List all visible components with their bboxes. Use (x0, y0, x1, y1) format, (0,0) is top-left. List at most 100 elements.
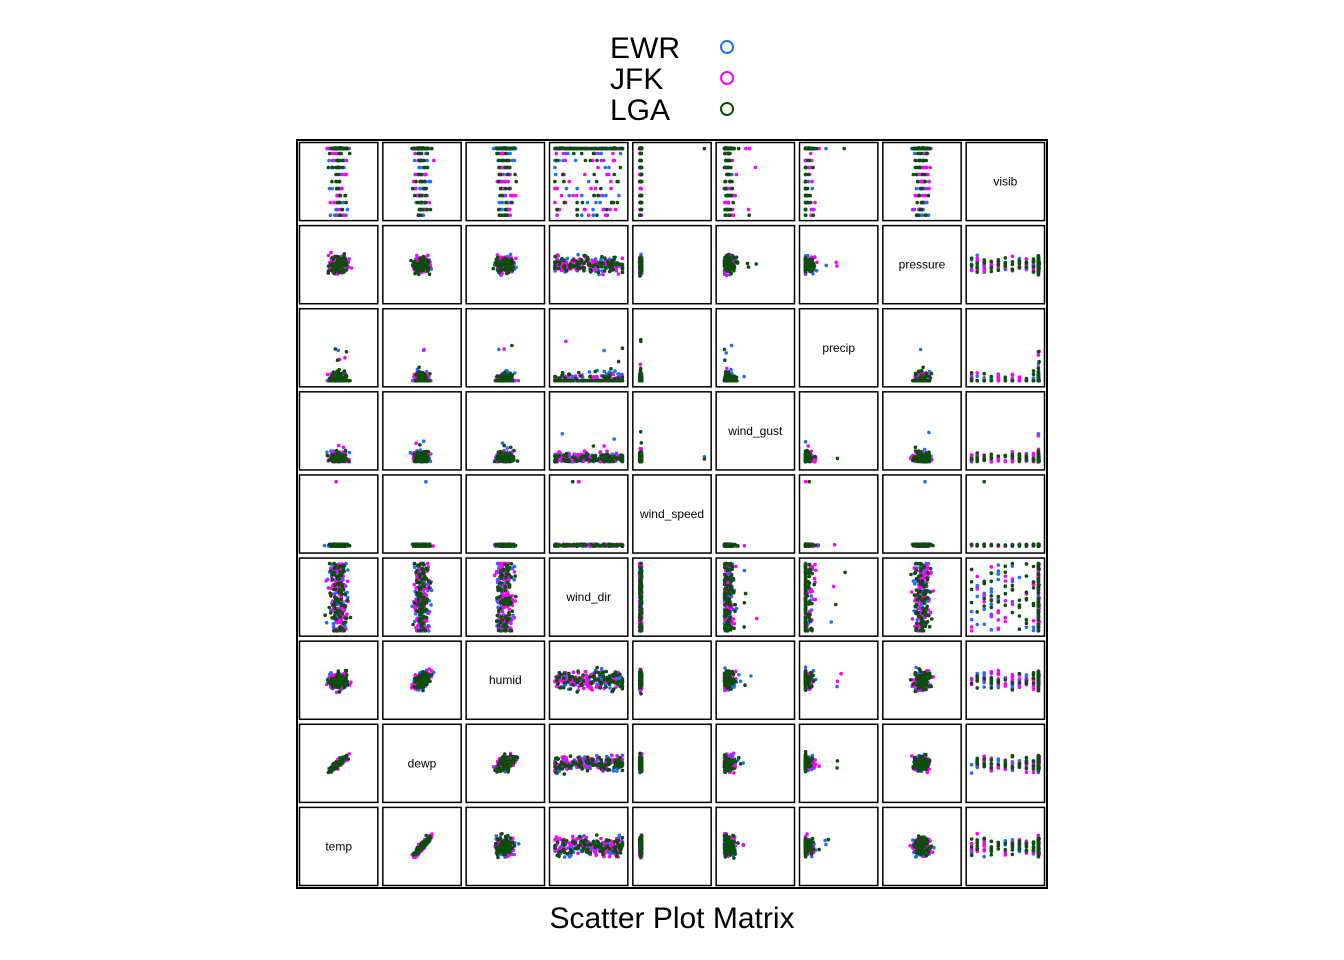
point-lga (579, 259, 583, 264)
point-lga (814, 146, 819, 151)
point-jfk (810, 179, 814, 184)
point-jfk (611, 158, 616, 163)
point-lga (511, 146, 516, 151)
point-ewr (344, 213, 348, 217)
point-jfk (325, 372, 330, 377)
point-jfk (413, 151, 417, 156)
point-lga (557, 266, 561, 271)
panel-visib-vs-visib: visib (965, 141, 1046, 222)
point-lga (571, 258, 575, 263)
point-lga (919, 207, 924, 212)
point-jfk (500, 165, 504, 170)
point-lga (989, 265, 994, 270)
point-lga (1010, 260, 1015, 264)
point-ewr (553, 172, 558, 177)
point-lga (1036, 256, 1041, 260)
point-lga (803, 260, 808, 264)
point-lga (926, 193, 931, 198)
point-lga (729, 264, 734, 269)
point-lga (326, 165, 331, 170)
point-lga (427, 378, 432, 383)
point-lga (638, 151, 643, 156)
legend-marker-jfk (720, 71, 734, 85)
point-ewr (512, 158, 517, 163)
point-lga (996, 263, 1001, 268)
point-lga (513, 172, 517, 177)
point-lga (422, 165, 427, 170)
point-ewr (341, 200, 346, 205)
point-lga (1031, 257, 1036, 261)
point-lga (330, 255, 335, 260)
point-lga (619, 146, 624, 151)
point-lga (620, 262, 625, 267)
point-ewr (418, 186, 422, 191)
point-ewr (565, 256, 570, 261)
point-lga (421, 146, 426, 151)
legend-marker-ewr (720, 40, 734, 54)
panel-visib-vs-wind_speed (632, 141, 712, 222)
point-lga (417, 373, 422, 378)
point-lga (583, 253, 587, 258)
point-lga (337, 256, 342, 261)
point-lga (417, 265, 422, 270)
point-jfk (596, 165, 600, 170)
point-lga (327, 378, 332, 383)
point-lga (503, 151, 508, 156)
point-lga (569, 262, 573, 267)
panel-visib-vs-humid (465, 141, 546, 222)
point-jfk (414, 186, 418, 191)
point-lga (975, 261, 979, 266)
point-lga (803, 200, 808, 205)
point-lga (1031, 270, 1036, 274)
point-jfk (563, 158, 568, 163)
point-lga (555, 207, 559, 212)
point-lga (584, 146, 588, 151)
panel-pressure-vs-dewp (382, 224, 462, 305)
point-ewr (920, 213, 924, 217)
point-lga (418, 378, 423, 383)
point-jfk (638, 186, 642, 191)
point-lga (345, 263, 349, 268)
point-jfk (414, 172, 418, 177)
point-lga (591, 151, 596, 156)
point-lga (575, 207, 580, 212)
point-lga (612, 172, 617, 177)
point-jfk (514, 256, 518, 261)
point-ewr (580, 193, 584, 198)
point-lga (336, 186, 341, 191)
panel-visib-vs-wind_dir (548, 141, 629, 222)
point-lga (593, 146, 598, 151)
point-ewr (576, 252, 580, 257)
point-lga (735, 260, 740, 264)
point-lga (425, 146, 429, 151)
point-lga (596, 193, 600, 198)
point-lga (497, 269, 501, 273)
point-ewr (591, 207, 595, 212)
point-lga (917, 158, 921, 163)
point-lga (497, 172, 502, 177)
point-lga (505, 213, 509, 217)
point-jfk (424, 172, 428, 177)
point-jfk (340, 172, 344, 177)
point-lga (342, 252, 347, 256)
point-lga (423, 200, 428, 205)
point-lga (421, 262, 426, 266)
point-ewr (603, 165, 607, 170)
point-lga (918, 146, 922, 151)
point-lga (618, 165, 623, 170)
point-lga (989, 259, 994, 264)
point-lga (807, 267, 811, 272)
point-lga (803, 268, 808, 273)
point-lga (418, 207, 422, 212)
point-lga (502, 146, 506, 151)
point-ewr (327, 186, 332, 191)
point-jfk (603, 213, 608, 217)
point-lga (422, 179, 427, 184)
point-lga (607, 269, 612, 274)
point-lga (564, 146, 568, 151)
point-lga (728, 207, 732, 212)
point-lga (344, 349, 349, 354)
point-jfk (835, 264, 839, 268)
point-lga (638, 213, 642, 217)
point-jfk (969, 268, 974, 273)
